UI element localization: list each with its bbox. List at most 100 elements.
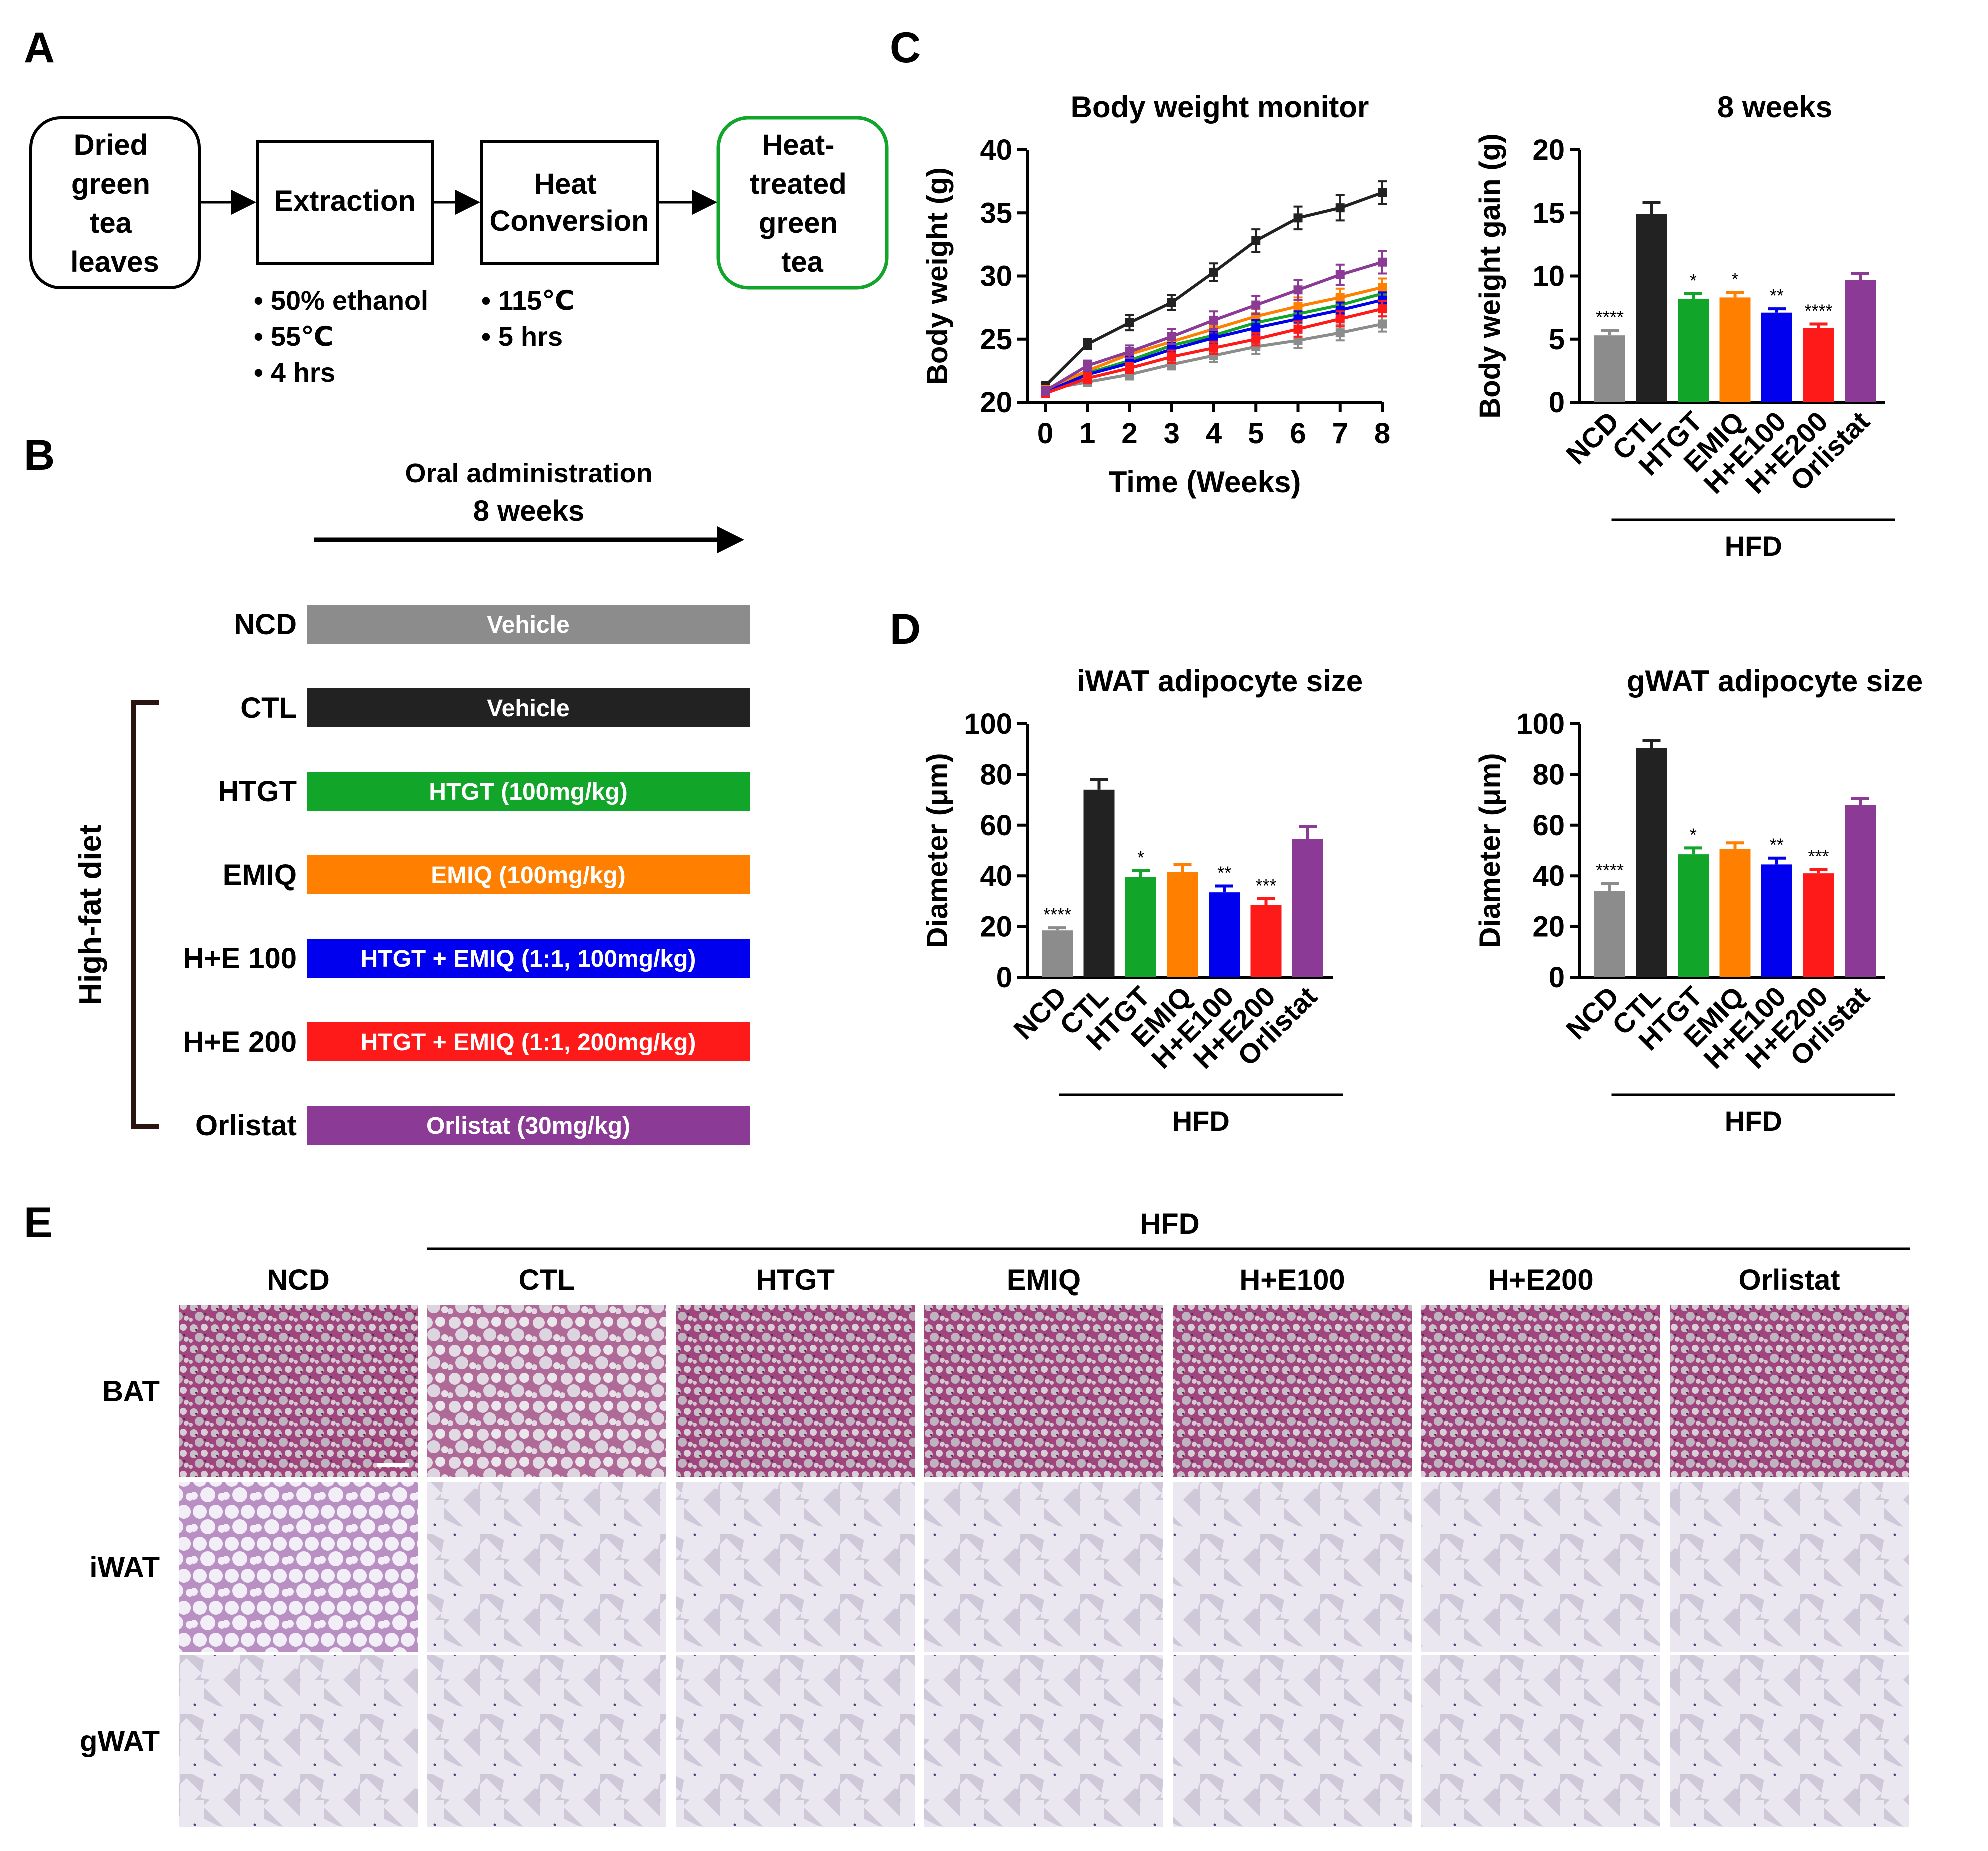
y-tick-label: 30 (980, 260, 1012, 293)
x-tick-label: 3 (1164, 418, 1180, 450)
column-header: H+E200 (1488, 1264, 1593, 1296)
box4-line: green (759, 207, 838, 240)
significance-label: ** (1770, 835, 1784, 856)
column-header: CTL (519, 1264, 575, 1296)
x-axis-label: Time (Weeks) (1109, 466, 1301, 499)
group-bar (307, 1022, 750, 1062)
data-point (1251, 236, 1261, 246)
gwat-adipocyte-chart: gWAT adipocyte size 0 20 40 60 80 100 Diameter … (1474, 664, 1923, 1137)
histology-image (427, 1655, 666, 1828)
group-name: NCD (234, 608, 297, 641)
arrow-subtitle: 8 weeks (473, 495, 585, 528)
extraction-notes: • 50% ethanol • 55℃ • 4 hrs (254, 286, 436, 388)
data-point (1167, 332, 1176, 342)
bar (1083, 790, 1115, 978)
treatment-groups: NCD Vehicle CTL Vehicle HTGT HTGT (100mg/kg) E… (183, 605, 750, 1145)
box3-line: Conversion (489, 205, 649, 238)
group-bar-text: Vehicle (487, 696, 569, 722)
note-line: • 4 hrs (254, 358, 335, 388)
y-tick-label: 80 (1532, 758, 1565, 791)
bar (1167, 872, 1198, 978)
data-point (1335, 204, 1345, 213)
bar (1678, 298, 1709, 402)
y-tick-label: 25 (980, 324, 1012, 356)
histology-image (427, 1305, 666, 1478)
note-line: • 55℃ (254, 322, 333, 352)
group-bar-text: HTGT + EMIQ (1:1, 100mg/kg) (361, 946, 696, 972)
data-point (1125, 348, 1134, 356)
x-tick-label: 4 (1206, 418, 1222, 450)
heat-conversion-notes: • 115℃ • 5 hrs (481, 286, 582, 352)
panel-e-label: E (24, 1199, 52, 1247)
hfd-group-label: HFD (1172, 1106, 1230, 1137)
significance-label: * (1137, 848, 1144, 868)
group-name: EMIQ (223, 859, 297, 892)
data-point (1041, 386, 1050, 396)
row-header: iWAT (89, 1552, 160, 1584)
significance-label: ** (1770, 286, 1784, 306)
box-heat-treated-text: Heat- treated green tea (750, 129, 855, 278)
bar (1209, 892, 1240, 978)
group-bar (307, 1106, 750, 1145)
note-line: • 5 hrs (481, 322, 563, 352)
bar (1678, 854, 1709, 978)
y-tick-label: 80 (980, 758, 1012, 791)
group-bar (307, 856, 750, 894)
histology-image (676, 1655, 915, 1828)
group-name: Orlistat (195, 1110, 297, 1142)
group-bar (307, 688, 750, 728)
group-bar-text: Orlistat (30mg/kg) (426, 1113, 630, 1140)
histology-image (1670, 1305, 1909, 1478)
data-point (1378, 304, 1387, 314)
column-header: Orlistat (1738, 1264, 1840, 1296)
x-tick-label: 6 (1290, 418, 1306, 450)
box-dried-green-tea (29, 116, 201, 290)
y-axis-label: Diameter (μm) (1474, 753, 1506, 948)
histology-image (179, 1305, 418, 1478)
y-tick-label: 20 (1532, 134, 1565, 166)
bar (1803, 874, 1834, 978)
data-point (1293, 214, 1303, 223)
column-header: NCD (267, 1264, 330, 1296)
data-point (1251, 334, 1261, 344)
box-extraction-text: Extraction (274, 185, 416, 218)
histology-image (1173, 1305, 1412, 1478)
column-header: H+E100 (1239, 1264, 1345, 1296)
chart-title: 8 weeks (1717, 90, 1832, 124)
hfd-group-label: HFD (1725, 530, 1782, 562)
box2-line: Extraction (274, 185, 416, 218)
box1-line: leaves (70, 246, 159, 278)
y-tick-label: 20 (980, 911, 1012, 944)
chart-title: Body weight monitor (1071, 90, 1369, 124)
bar (1761, 864, 1792, 978)
histology-image (676, 1305, 915, 1478)
significance-label: *** (1808, 846, 1829, 867)
bar (1594, 336, 1625, 402)
y-tick-label: 40 (1532, 860, 1565, 892)
chart-title: iWAT adipocyte size (1077, 664, 1363, 698)
y-tick-label: 0 (1549, 386, 1565, 419)
panel-c-label: C (890, 24, 921, 72)
row-header: gWAT (80, 1726, 160, 1758)
y-tick-label: 100 (1516, 708, 1565, 740)
box-extraction (256, 140, 434, 266)
data-point (1251, 300, 1261, 310)
histology-image (924, 1305, 1163, 1478)
arrow-title: Oral administration (405, 458, 652, 488)
x-tick-label: 8 (1374, 418, 1390, 450)
group-bar-text: EMIQ (100mg/kg) (431, 862, 625, 889)
box1-line: Dried (74, 129, 148, 162)
significance-label: **** (1596, 860, 1624, 880)
data-point (1293, 302, 1303, 312)
box-heat-treated-green-tea (716, 116, 889, 290)
y-tick-label: 40 (980, 134, 1012, 166)
panel-d-label: D (890, 606, 921, 654)
group-bar-text: HTGT (100mg/kg) (429, 779, 627, 806)
histology-image (924, 1482, 1163, 1652)
histology-image (1173, 1482, 1412, 1652)
hfd-bracket (131, 700, 159, 1129)
data-point (1083, 361, 1092, 370)
bar (1042, 930, 1073, 978)
